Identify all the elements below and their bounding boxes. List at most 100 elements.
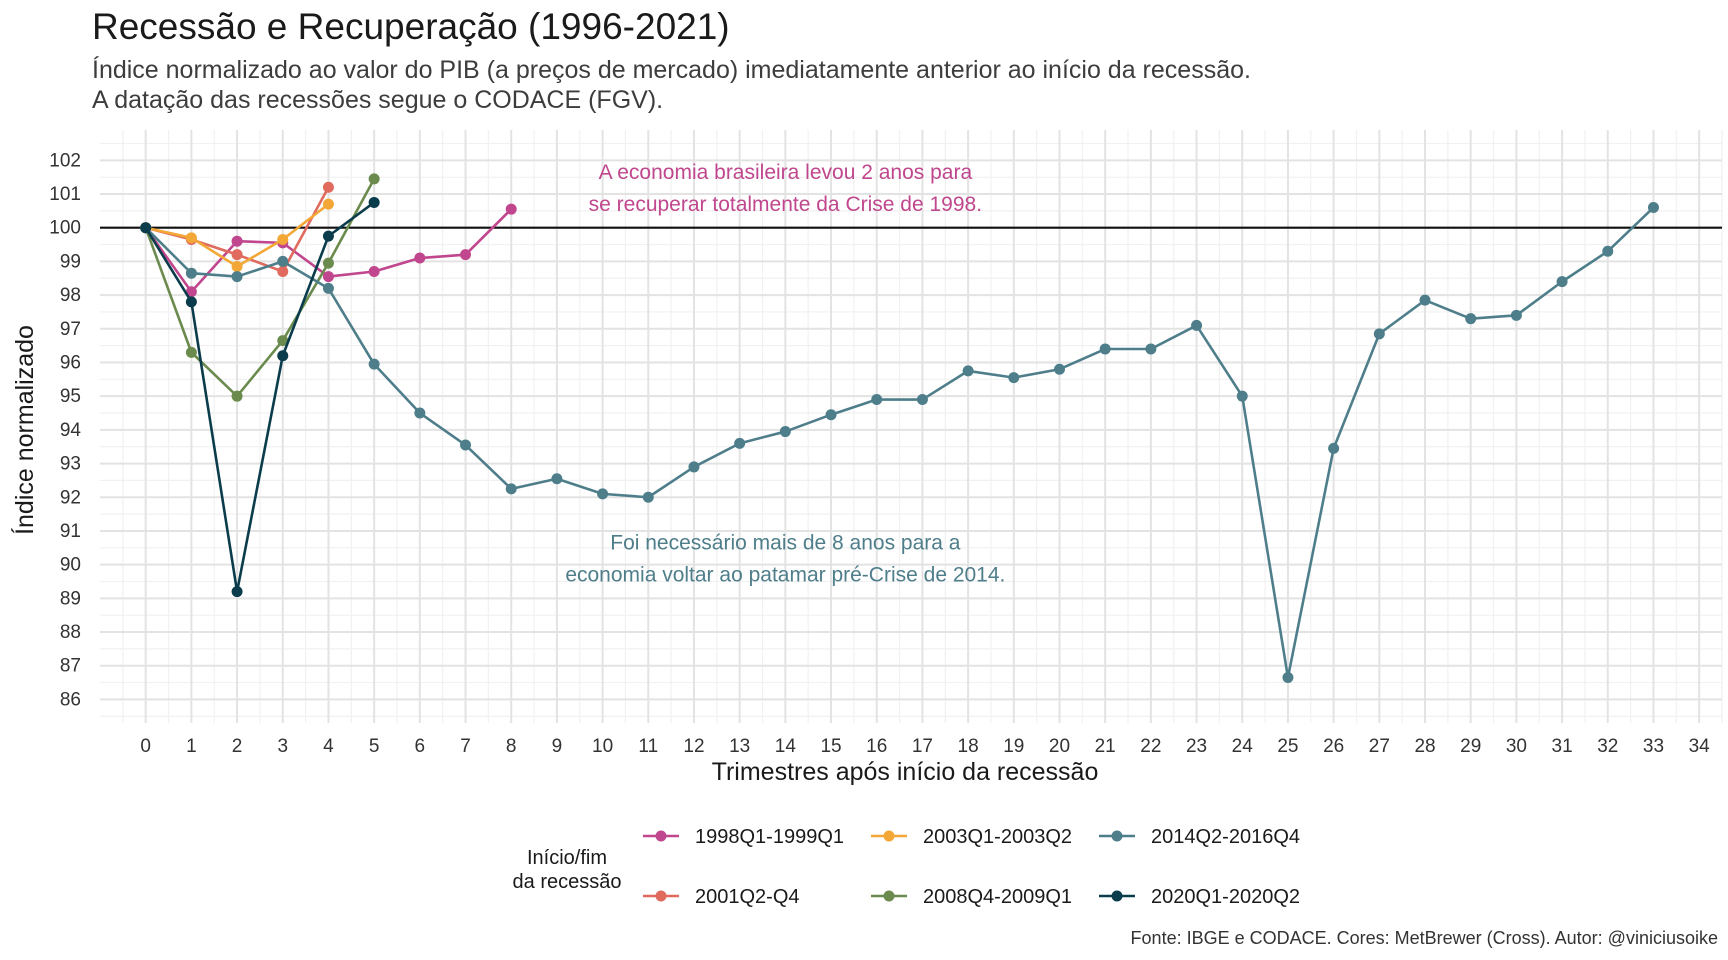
- data-point: [368, 196, 380, 208]
- data-point: [277, 335, 289, 347]
- data-point: [1328, 442, 1340, 454]
- data-point: [322, 282, 334, 294]
- y-tick-label: 99: [60, 251, 81, 272]
- annotation-1-line2: se recuperar totalmente da Crise de 1998…: [589, 193, 982, 216]
- data-point: [551, 473, 563, 485]
- data-point: [231, 249, 243, 261]
- data-point: [688, 461, 700, 473]
- x-tick-label: 0: [140, 736, 151, 757]
- axes-group: 0 1 2 3 4 5 6 7 8 9 10 11 12 13 14 15 16 17 18 19 20 21 22 23 24…: [49, 150, 1710, 757]
- y-tick-label: 95: [60, 386, 81, 407]
- legend: Início/fim da recessão 1998Q1-1999Q1 2001…: [513, 826, 1301, 908]
- data-point: [277, 255, 289, 267]
- y-tick-label: 88: [60, 622, 81, 643]
- legend-item: 2020Q1-2020Q2: [1099, 886, 1300, 908]
- x-tick-label: 6: [415, 736, 426, 757]
- data-point: [231, 260, 243, 272]
- data-point: [322, 181, 334, 193]
- chart-subtitle-line2: A datação das recessões segue o CODACE (…: [92, 86, 664, 114]
- data-point: [642, 491, 654, 503]
- data-point: [1647, 201, 1659, 213]
- x-tick-label: 2: [232, 736, 243, 757]
- data-point: [185, 296, 197, 308]
- x-tick-label: 3: [277, 736, 288, 757]
- x-tick-label: 27: [1369, 736, 1390, 757]
- legend-label: 2014Q2-2016Q4: [1151, 826, 1300, 848]
- x-tick-label: 28: [1414, 736, 1435, 757]
- chart-subtitle-line1: Índice normalizado ao valor do PIB (a pr…: [92, 56, 1251, 84]
- annotation-2-line1: Foi necessário mais de 8 anos para a: [610, 531, 961, 554]
- y-tick-label: 97: [60, 319, 81, 340]
- x-tick-label: 14: [775, 736, 797, 757]
- legend-label: 2003Q1-2003Q2: [923, 826, 1072, 848]
- legend-label: 2020Q1-2020Q2: [1151, 886, 1300, 908]
- annotations-group: A economia brasileira levou 2 anos para s…: [565, 161, 1005, 587]
- data-point: [322, 198, 334, 210]
- annotation-2-line2: economia voltar ao patamar pré-Crise de …: [565, 563, 1005, 586]
- legend-label: 1998Q1-1999Q1: [695, 826, 844, 848]
- legend-key-point: [1111, 830, 1123, 842]
- x-tick-label: 12: [683, 736, 704, 757]
- annotation-1-line1: A economia brasileira levou 2 anos para: [599, 161, 973, 184]
- data-point: [597, 488, 609, 500]
- data-point: [185, 346, 197, 358]
- data-point: [1373, 328, 1385, 340]
- x-tick-label: 9: [552, 736, 563, 757]
- data-point: [1008, 372, 1020, 384]
- x-axis-label: Trimestres após início da recessão: [712, 758, 1099, 786]
- series-2020q1-2020q2: [140, 196, 380, 598]
- y-tick-label: 89: [60, 588, 81, 609]
- legend-title-line1: Início/fim: [527, 847, 607, 869]
- data-point: [322, 271, 334, 283]
- data-point: [1145, 343, 1157, 355]
- chart-caption: Fonte: IBGE e CODACE. Cores: MetBrewer (…: [1130, 928, 1718, 948]
- x-tick-label: 34: [1689, 736, 1711, 757]
- x-tick-label: 11: [638, 736, 658, 757]
- data-point: [277, 266, 289, 278]
- data-point: [231, 271, 243, 283]
- series-2014q2-2016q4: [140, 201, 1659, 684]
- x-tick-label: 26: [1323, 736, 1344, 757]
- legend-key-point: [883, 890, 895, 902]
- legend-item: 2014Q2-2016Q4: [1099, 826, 1300, 848]
- x-tick-label: 24: [1232, 736, 1254, 757]
- chart-title: Recessão e Recuperação (1996-2021): [92, 6, 730, 47]
- x-tick-label: 7: [460, 736, 471, 757]
- series-group: [140, 173, 1659, 684]
- y-tick-label: 87: [60, 656, 81, 677]
- data-point: [505, 483, 517, 495]
- y-tick-label: 100: [49, 218, 81, 239]
- y-tick-label: 93: [60, 454, 81, 475]
- x-tick-label: 15: [820, 736, 841, 757]
- x-tick-label: 4: [323, 736, 334, 757]
- data-point: [185, 232, 197, 244]
- data-point: [779, 426, 791, 438]
- data-point: [140, 222, 152, 234]
- x-tick-label: 10: [592, 736, 613, 757]
- legend-key-point: [655, 890, 667, 902]
- data-point: [414, 252, 426, 264]
- y-tick-label: 101: [49, 184, 81, 205]
- x-tick-label: 29: [1460, 736, 1481, 757]
- x-tick-label: 33: [1643, 736, 1664, 757]
- x-tick-label: 31: [1552, 736, 1573, 757]
- data-point: [505, 203, 517, 215]
- data-point: [1053, 363, 1065, 375]
- data-point: [1510, 309, 1522, 321]
- x-tick-label: 5: [369, 736, 380, 757]
- x-tick-label: 17: [912, 736, 933, 757]
- grid-lines: [100, 130, 1723, 723]
- legend-item: 2001Q2-Q4: [643, 886, 800, 908]
- data-point: [1602, 245, 1614, 257]
- x-tick-label: 8: [506, 736, 517, 757]
- x-tick-label: 30: [1506, 736, 1527, 757]
- x-tick-label: 18: [958, 736, 979, 757]
- x-tick-label: 22: [1140, 736, 1161, 757]
- data-point: [1556, 276, 1568, 288]
- data-point: [368, 173, 380, 185]
- data-point: [185, 267, 197, 279]
- data-point: [231, 390, 243, 402]
- x-tick-label: 19: [1003, 736, 1024, 757]
- legend-key-point: [883, 830, 895, 842]
